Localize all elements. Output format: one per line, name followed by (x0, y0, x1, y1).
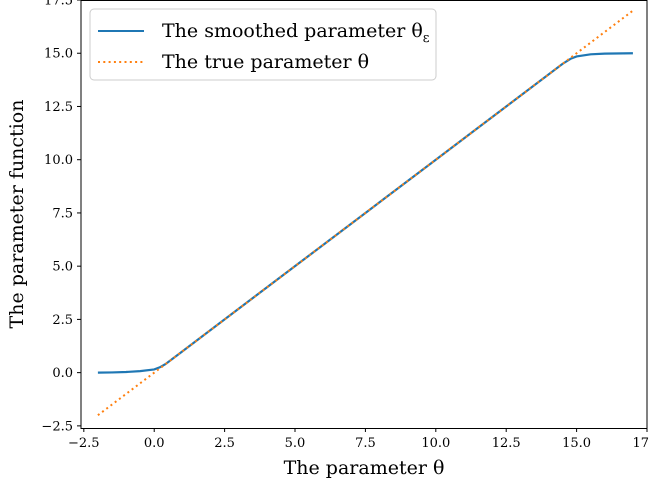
x-tick-label: 2.5 (214, 436, 235, 451)
legend-label-main: The smoothed parameter θ (162, 20, 423, 42)
x-tick-label: 0.0 (144, 436, 165, 451)
legend: The smoothed parameter θε The true parame… (89, 8, 437, 81)
x-tick-label: 12.5 (492, 436, 521, 451)
y-tick-label: 5.0 (52, 260, 73, 275)
y-tick-label: 12.5 (44, 100, 73, 115)
y-tick-label: 2.5 (52, 313, 73, 328)
y-tick-label: 7.5 (52, 206, 73, 221)
series-line-2 (97, 9, 634, 417)
y-tick-label: −2.5 (41, 419, 73, 434)
y-tick-label: 10.0 (44, 153, 73, 168)
x-tick-label: 10.0 (421, 436, 450, 451)
legend-box (89, 8, 437, 81)
y-tick-label: 0.0 (52, 366, 73, 381)
x-axis-ticks: −2.5 0.0 2.5 5.0 7.5 10.0 12.5 15.0 17.5 (68, 428, 650, 451)
x-tick-label: 7.5 (355, 436, 376, 451)
legend-label-main: The true parameter θ (162, 51, 369, 73)
plot-lines (97, 9, 634, 417)
y-tick-label: 17.5 (44, 0, 73, 9)
legend-label-subscript: ε (423, 31, 430, 46)
legend-label-2: The true parameter θ (162, 51, 369, 73)
x-axis-label: The parameter θ (284, 457, 445, 479)
y-tick-label: 15.0 (44, 47, 73, 62)
x-tick-label: −2.5 (68, 436, 100, 451)
axes-frame (80, 0, 648, 429)
y-axis-label: The parameter function (6, 100, 28, 329)
x-tick-label: 5.0 (285, 436, 306, 451)
series-line-1 (97, 52, 633, 374)
x-tick-label: 17.5 (633, 436, 650, 451)
legend-label-1: The smoothed parameter θε (162, 20, 430, 46)
x-tick-label: 15.0 (562, 436, 591, 451)
y-axis-ticks: −2.5 0.0 2.5 5.0 7.5 10.0 12.5 15.0 17.5 (41, 0, 81, 434)
